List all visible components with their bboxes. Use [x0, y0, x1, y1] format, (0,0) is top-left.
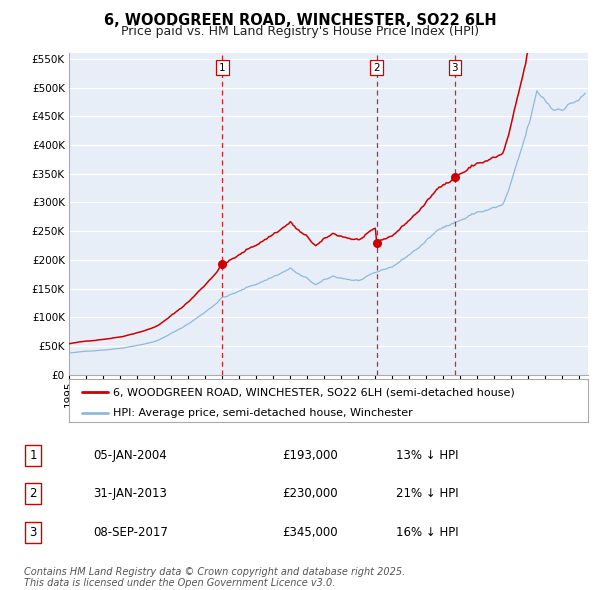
Text: 2: 2 — [29, 487, 37, 500]
Text: 6, WOODGREEN ROAD, WINCHESTER, SO22 6LH: 6, WOODGREEN ROAD, WINCHESTER, SO22 6LH — [104, 13, 496, 28]
Text: 31-JAN-2013: 31-JAN-2013 — [93, 487, 167, 500]
Text: 08-SEP-2017: 08-SEP-2017 — [93, 526, 168, 539]
Text: Contains HM Land Registry data © Crown copyright and database right 2025.
This d: Contains HM Land Registry data © Crown c… — [24, 566, 405, 588]
Text: £230,000: £230,000 — [282, 487, 338, 500]
Text: 3: 3 — [29, 526, 37, 539]
Text: 1: 1 — [29, 449, 37, 462]
Text: 2: 2 — [373, 63, 380, 73]
Text: HPI: Average price, semi-detached house, Winchester: HPI: Average price, semi-detached house,… — [113, 408, 413, 418]
Text: 3: 3 — [451, 63, 458, 73]
Text: 1: 1 — [219, 63, 226, 73]
Text: £345,000: £345,000 — [282, 526, 338, 539]
Text: 16% ↓ HPI: 16% ↓ HPI — [396, 526, 458, 539]
Text: 13% ↓ HPI: 13% ↓ HPI — [396, 449, 458, 462]
Text: £193,000: £193,000 — [282, 449, 338, 462]
Text: 6, WOODGREEN ROAD, WINCHESTER, SO22 6LH (semi-detached house): 6, WOODGREEN ROAD, WINCHESTER, SO22 6LH … — [113, 387, 515, 397]
Text: 21% ↓ HPI: 21% ↓ HPI — [396, 487, 458, 500]
Text: Price paid vs. HM Land Registry's House Price Index (HPI): Price paid vs. HM Land Registry's House … — [121, 25, 479, 38]
Text: 05-JAN-2004: 05-JAN-2004 — [93, 449, 167, 462]
